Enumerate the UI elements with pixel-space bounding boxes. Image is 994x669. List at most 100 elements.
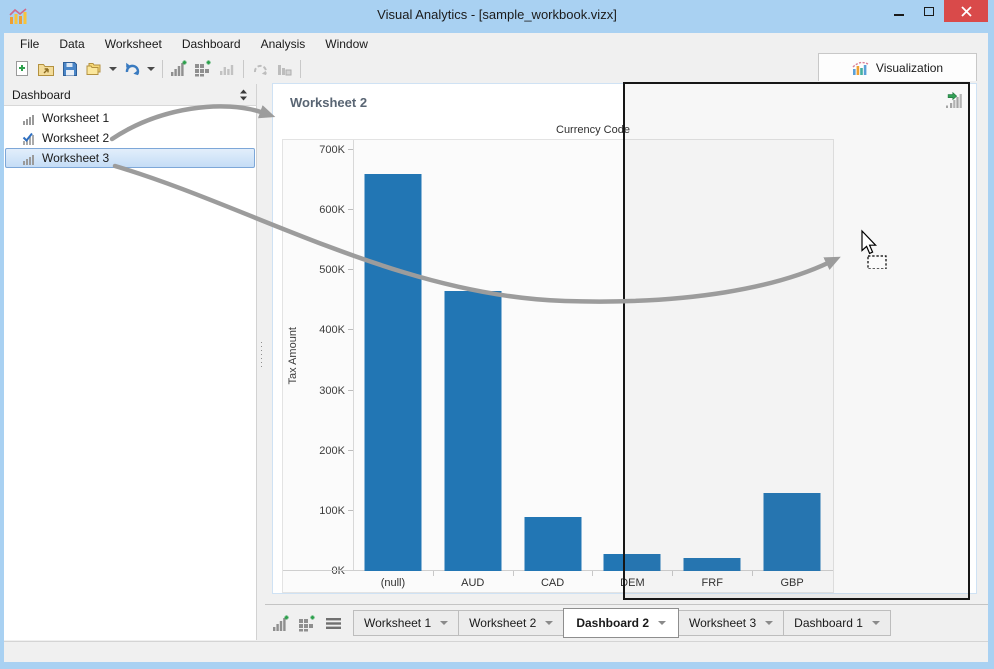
visualization-tab[interactable]: Visualization (818, 53, 977, 81)
sidebar-header: Dashboard (4, 84, 257, 106)
bar-slot (752, 140, 832, 571)
sidebar-item-worksheet-1[interactable]: Worksheet 1 (5, 108, 255, 128)
bar-slot (513, 140, 593, 571)
menu-window[interactable]: Window (325, 37, 368, 51)
close-icon (960, 5, 972, 17)
y-tick-label: 500K (319, 264, 345, 277)
x-tick-label: CAD (540, 577, 565, 589)
refresh-dropdown[interactable] (144, 58, 158, 80)
tab-dashboard-2[interactable]: Dashboard 2 (563, 608, 679, 638)
tab-label: Worksheet 3 (689, 616, 757, 630)
tab-label: Dashboard 1 (794, 616, 863, 630)
duplicate-button[interactable] (82, 58, 106, 80)
titlebar[interactable]: Visual Analytics - [sample_workbook.vizx… (0, 0, 994, 33)
chevron-down-icon[interactable] (658, 621, 666, 625)
chevron-down-icon (147, 66, 155, 71)
new-worksheet-button[interactable] (271, 614, 291, 632)
save-workbook-button[interactable] (58, 58, 82, 80)
tab-dashboard-1[interactable]: Dashboard 1 (783, 610, 891, 636)
bar-GBP[interactable] (763, 493, 821, 571)
bar-AUD[interactable] (444, 290, 502, 571)
worksheet-icon (23, 114, 34, 125)
x-tick-label: DEM (620, 577, 645, 589)
bar-(null)[interactable] (364, 174, 422, 571)
worksheet-list: Worksheet 1 Worksheet 2 Worksheet 3 (4, 106, 257, 640)
x-label-slot: FRF (672, 571, 752, 592)
menu-dashboard[interactable]: Dashboard (181, 37, 241, 51)
add-worksheet-icon (171, 60, 187, 76)
worksheet-icon (23, 154, 34, 165)
menu-worksheet[interactable]: Worksheet (104, 37, 162, 51)
new-dashboard-button[interactable] (297, 614, 317, 632)
bar-slot (433, 140, 513, 571)
maximize-button[interactable] (914, 0, 944, 22)
y-tick-mark (348, 329, 353, 331)
toolbar-separator (162, 59, 163, 78)
x-axis-labels: (null) AUD CAD DEM FRF GBP (353, 571, 832, 592)
sidebar-header-label: Dashboard (12, 87, 71, 102)
bar-DEM[interactable] (603, 553, 661, 571)
x-tick-label: AUD (461, 577, 485, 589)
chevron-down-icon[interactable] (545, 621, 554, 625)
bar-chart-icon (278, 65, 292, 76)
statusbar (4, 641, 988, 662)
chevron-down-icon[interactable] (765, 621, 774, 625)
save-floppy-icon (63, 61, 77, 76)
bar-slot (592, 140, 672, 571)
go-to-worksheet-icon[interactable] (945, 91, 963, 109)
y-tick-label: 700K (319, 144, 345, 157)
window-frame (0, 662, 994, 669)
visualization-icon (852, 61, 869, 75)
sidebar-item-label: Worksheet 2 (42, 131, 110, 145)
menu-data[interactable]: Data (59, 37, 85, 51)
tab-worksheet-3[interactable]: Worksheet 3 (678, 610, 785, 636)
menu-file[interactable]: File (20, 37, 40, 51)
panel-splitter[interactable] (258, 84, 265, 640)
worksheet-icon (220, 65, 234, 75)
x-label-slot: CAD (512, 571, 593, 592)
sidebar-item-worksheet-2[interactable]: Worksheet 2 (5, 128, 255, 148)
add-dashboard-button[interactable] (191, 58, 215, 80)
tab-label: Worksheet 2 (469, 616, 537, 630)
tab-worksheet-1[interactable]: Worksheet 1 (353, 610, 460, 636)
tab-label: Dashboard 2 (576, 616, 649, 630)
sheet-list-button[interactable] (323, 614, 343, 632)
y-axis-ticks: 0K 100K 200K 300K 400K 500K 600K 700K (283, 140, 353, 592)
y-tick-label: 400K (319, 324, 345, 337)
new-workbook-button[interactable] (10, 58, 34, 80)
x-label-slot: AUD (432, 571, 513, 592)
y-tick-label: 200K (319, 444, 345, 457)
y-tick-mark (348, 509, 353, 511)
y-tick-mark (348, 389, 353, 391)
tab-worksheet-2[interactable]: Worksheet 2 (458, 610, 565, 636)
visualization-tab-label: Visualization (875, 60, 944, 75)
bar-FRF[interactable] (683, 557, 741, 571)
bottom-tabbar: Worksheet 1 Worksheet 2 Dashboard 2 Work… (265, 604, 988, 641)
chevron-down-icon[interactable] (440, 621, 449, 625)
list-icon (325, 617, 341, 629)
menu-analysis[interactable]: Analysis (260, 37, 306, 51)
y-tick-mark (348, 149, 353, 151)
window-title: Visual Analytics - [sample_workbook.vizx… (377, 7, 617, 22)
sidebar-item-worksheet-3[interactable]: Worksheet 3 (5, 148, 255, 168)
menubar: File Data Worksheet Dashboard Analysis W… (4, 33, 988, 55)
tab-label: Worksheet 1 (364, 616, 432, 630)
sort-toggle-icon[interactable] (239, 89, 248, 101)
y-tick-label: 0K (331, 565, 345, 577)
add-worksheet-icon (273, 615, 289, 631)
minimize-button[interactable] (884, 0, 914, 22)
y-tick-label: 100K (319, 504, 345, 517)
chevron-down-icon[interactable] (871, 621, 880, 625)
toolbar-separator (300, 59, 301, 78)
add-worksheet-button[interactable] (167, 58, 191, 80)
new-document-icon (16, 61, 28, 76)
minimize-icon (894, 14, 904, 16)
bar-CAD[interactable] (524, 516, 582, 571)
refresh-data-button[interactable] (120, 58, 144, 80)
duplicate-dropdown[interactable] (106, 58, 120, 80)
open-workbook-button[interactable] (34, 58, 58, 80)
worksheet-title: Worksheet 2 (290, 95, 368, 110)
app-logo-icon (9, 8, 27, 24)
close-button[interactable] (944, 0, 988, 22)
